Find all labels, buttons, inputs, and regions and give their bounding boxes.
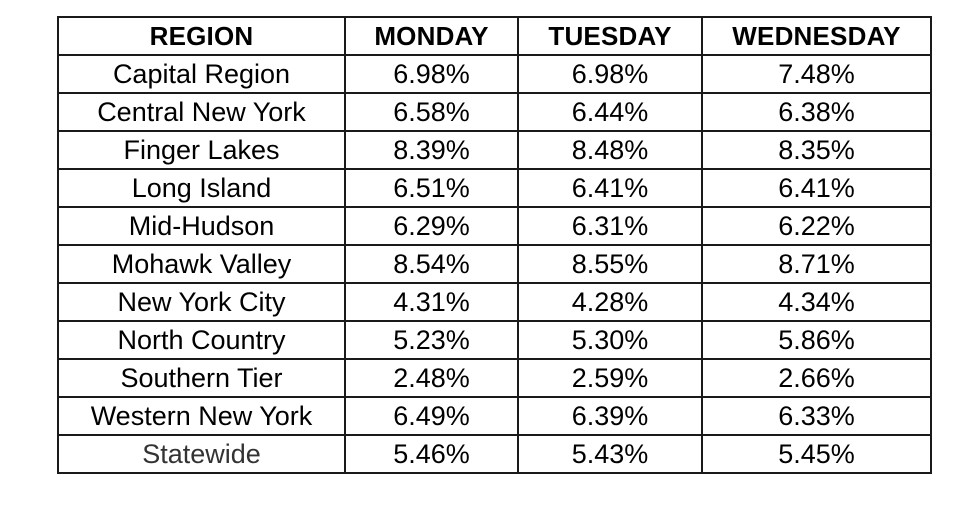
region-cell: Mid-Hudson <box>57 206 346 246</box>
table-row: New York City 4.31% 4.28% 4.34% <box>57 282 932 322</box>
tuesday-cell: 8.55% <box>517 244 703 284</box>
region-cell: New York City <box>57 282 346 322</box>
region-cell: North Country <box>57 320 346 360</box>
table-body: Capital Region 6.98% 6.98% 7.48% Central… <box>57 54 932 474</box>
tuesday-cell: 6.44% <box>517 92 703 132</box>
region-cell: Mohawk Valley <box>57 244 346 284</box>
monday-cell: 5.46% <box>344 434 519 474</box>
monday-cell: 6.29% <box>344 206 519 246</box>
monday-cell: 2.48% <box>344 358 519 398</box>
tuesday-cell: 4.28% <box>517 282 703 322</box>
header-region: REGION <box>57 16 346 56</box>
header-tuesday: TUESDAY <box>517 16 703 56</box>
table-row: Finger Lakes 8.39% 8.48% 8.35% <box>57 130 932 170</box>
monday-cell: 6.49% <box>344 396 519 436</box>
wednesday-cell: 4.34% <box>701 282 932 322</box>
wednesday-cell: 6.38% <box>701 92 932 132</box>
region-cell: Western New York <box>57 396 346 436</box>
positivity-table-container: REGION MONDAY TUESDAY WEDNESDAY Capital … <box>57 16 932 474</box>
header-wednesday: WEDNESDAY <box>701 16 932 56</box>
monday-cell: 5.23% <box>344 320 519 360</box>
table-row: North Country 5.23% 5.30% 5.86% <box>57 320 932 360</box>
tuesday-cell: 5.30% <box>517 320 703 360</box>
wednesday-cell: 7.48% <box>701 54 932 94</box>
monday-cell: 8.54% <box>344 244 519 284</box>
wednesday-cell: 5.45% <box>701 434 932 474</box>
table-row: Southern Tier 2.48% 2.59% 2.66% <box>57 358 932 398</box>
wednesday-cell: 6.22% <box>701 206 932 246</box>
tuesday-cell: 5.43% <box>517 434 703 474</box>
header-monday: MONDAY <box>344 16 519 56</box>
tuesday-cell: 6.98% <box>517 54 703 94</box>
tuesday-cell: 6.39% <box>517 396 703 436</box>
monday-cell: 6.51% <box>344 168 519 208</box>
wednesday-cell: 6.33% <box>701 396 932 436</box>
monday-cell: 8.39% <box>344 130 519 170</box>
region-cell: Central New York <box>57 92 346 132</box>
monday-cell: 6.98% <box>344 54 519 94</box>
region-cell: Finger Lakes <box>57 130 346 170</box>
table-row: Western New York 6.49% 6.39% 6.33% <box>57 396 932 436</box>
table-row: Mid-Hudson 6.29% 6.31% 6.22% <box>57 206 932 246</box>
tuesday-cell: 2.59% <box>517 358 703 398</box>
region-cell: Capital Region <box>57 54 346 94</box>
region-cell: Southern Tier <box>57 358 346 398</box>
table-row: Central New York 6.58% 6.44% 6.38% <box>57 92 932 132</box>
table-row: Long Island 6.51% 6.41% 6.41% <box>57 168 932 208</box>
header-row: REGION MONDAY TUESDAY WEDNESDAY <box>57 16 932 56</box>
wednesday-cell: 8.35% <box>701 130 932 170</box>
monday-cell: 6.58% <box>344 92 519 132</box>
statewide-row: Statewide 5.46% 5.43% 5.45% <box>57 434 932 474</box>
wednesday-cell: 5.86% <box>701 320 932 360</box>
region-cell: Long Island <box>57 168 346 208</box>
region-cell: Statewide <box>57 434 346 474</box>
monday-cell: 4.31% <box>344 282 519 322</box>
table-row: Mohawk Valley 8.54% 8.55% 8.71% <box>57 244 932 284</box>
wednesday-cell: 6.41% <box>701 168 932 208</box>
tuesday-cell: 6.31% <box>517 206 703 246</box>
wednesday-cell: 2.66% <box>701 358 932 398</box>
table-row: Capital Region 6.98% 6.98% 7.48% <box>57 54 932 94</box>
table-header: REGION MONDAY TUESDAY WEDNESDAY <box>57 16 932 56</box>
wednesday-cell: 8.71% <box>701 244 932 284</box>
tuesday-cell: 8.48% <box>517 130 703 170</box>
regional-positivity-table: REGION MONDAY TUESDAY WEDNESDAY Capital … <box>57 16 932 474</box>
tuesday-cell: 6.41% <box>517 168 703 208</box>
